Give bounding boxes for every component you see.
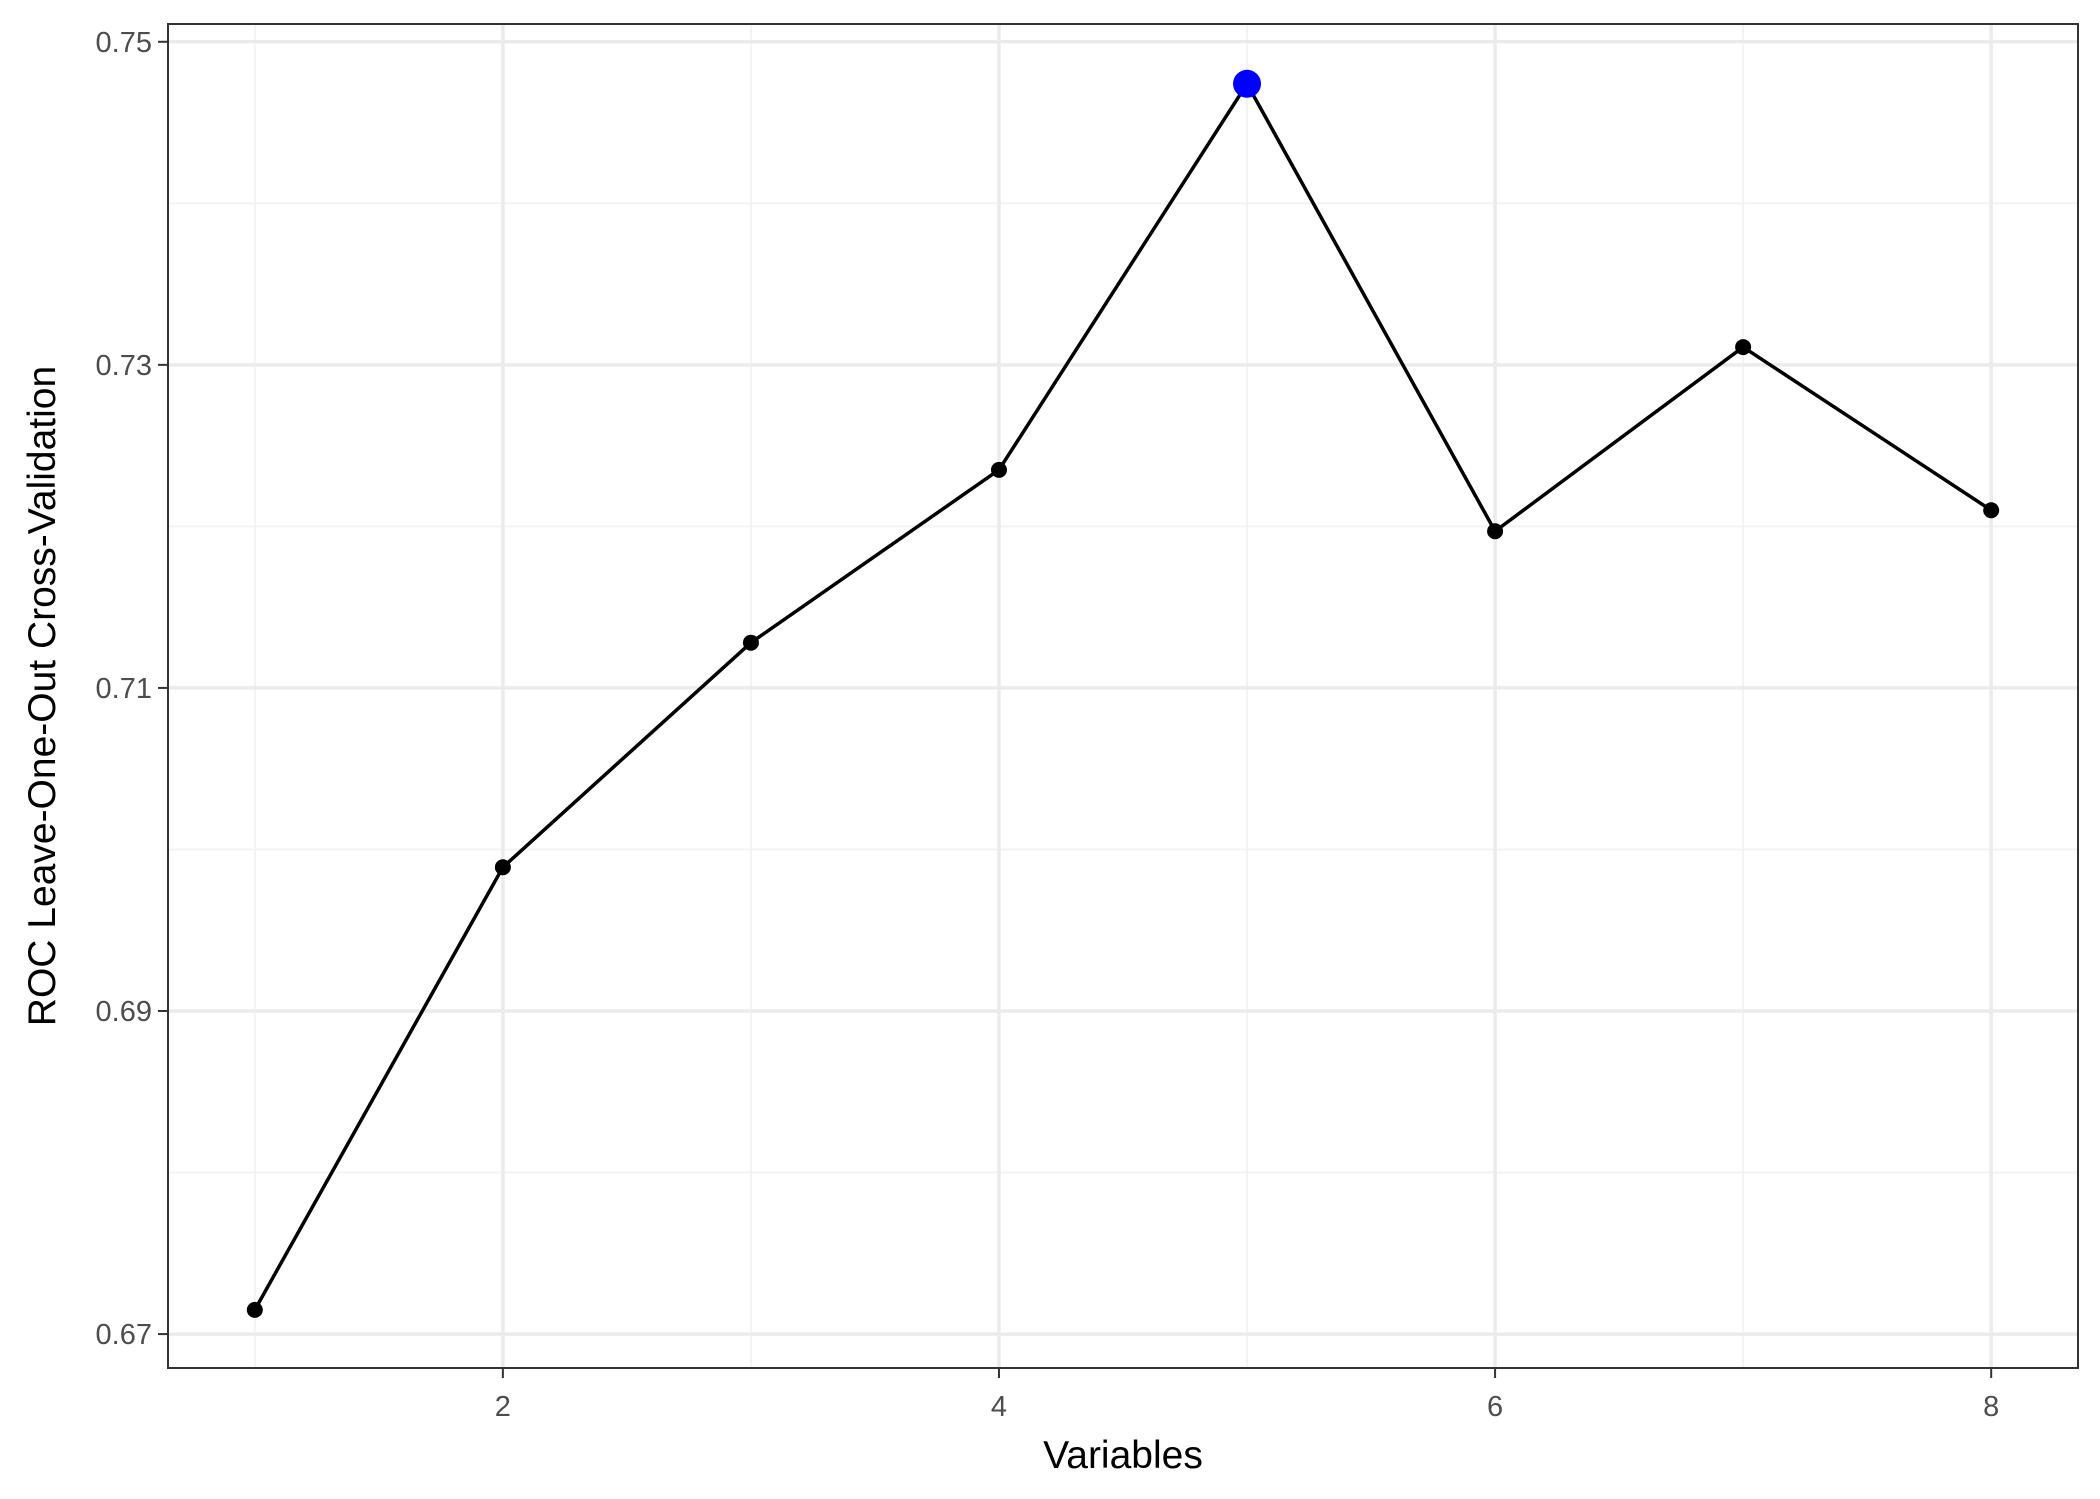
data-point (1735, 339, 1752, 356)
data-point (246, 1301, 263, 1318)
series-line (253, 82, 1993, 1311)
y-tick-label: 0.71 (96, 673, 152, 705)
y-tick-label: 0.75 (96, 27, 152, 59)
data-point (494, 859, 511, 876)
series-layer (246, 69, 2000, 1318)
data-point (742, 634, 759, 651)
x-tick-label: 4 (991, 1391, 1007, 1423)
data-point (1983, 502, 2000, 519)
highlight-point (1233, 69, 1262, 98)
x-tick-label: 6 (1487, 1391, 1503, 1423)
y-axis: 0.67 0.69 0.71 0.73 0.75 (96, 27, 168, 1351)
major-gridlines (168, 24, 2078, 1368)
y-axis-title: ROC Leave-One-Out Cross-Validation (21, 366, 64, 1026)
x-axis-title: Variables (1043, 1434, 1203, 1477)
data-point (1487, 523, 1504, 540)
panel-background (168, 24, 2078, 1368)
panel-border (167, 23, 2079, 1369)
x-tick-label: 8 (1983, 1391, 1999, 1423)
y-tick-label: 0.67 (96, 1319, 152, 1351)
y-tick-label: 0.69 (96, 996, 152, 1028)
x-axis: 2 4 6 8 (495, 1368, 1999, 1423)
plot-panel (167, 23, 2079, 1369)
minor-gridlines (168, 24, 2078, 1368)
x-tick-label: 2 (495, 1391, 511, 1423)
y-tick-label: 0.73 (96, 350, 152, 382)
data-point (990, 461, 1007, 478)
